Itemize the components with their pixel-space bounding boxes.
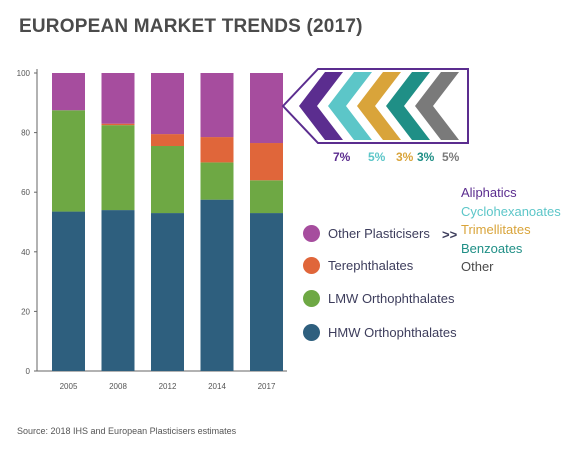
breakdown-chevron [299, 72, 343, 140]
bar-segment [200, 73, 234, 138]
breakdown-percent: 5% [442, 150, 460, 164]
legend-swatch [303, 290, 320, 307]
breakdown-percent: 5% [368, 150, 386, 164]
breakdown-chevron [415, 72, 459, 140]
breakdown-percent: 3% [417, 150, 435, 164]
x-tick-label: 2014 [208, 382, 226, 391]
breakdown-item: Cyclohexanoates [461, 203, 561, 219]
y-tick-label: 20 [21, 307, 30, 316]
bar-segment [151, 213, 184, 371]
bar-segment [200, 199, 234, 371]
breakdown-arrows: >> [442, 227, 458, 242]
legend-item: HMW Orthophthalates [303, 324, 457, 341]
breakdown-arrow-outline [281, 68, 469, 144]
legend-swatch [303, 324, 320, 341]
breakdown-percent: 7% [333, 150, 351, 164]
bar-segment [200, 162, 234, 200]
bar-segment [250, 143, 283, 181]
y-tick-label: 40 [21, 248, 30, 257]
breakdown-item: Benzoates [461, 240, 523, 256]
legend-label: Other Plasticisers [328, 226, 430, 241]
bar-segment [151, 134, 184, 147]
source-note: Source: 2018 IHS and European Plasticise… [17, 426, 237, 436]
x-tick-label: 2012 [159, 382, 177, 391]
breakdown-item: Trimellitates [461, 222, 531, 237]
legend-item: Terephthalates [303, 257, 413, 274]
breakdown-item: Aliphatics [461, 185, 517, 200]
y-tick-label: 60 [21, 188, 30, 197]
other-plasticisers-breakdown: Aliphatics Cyclohexanoates Trimellitates Be… [461, 184, 561, 277]
bar-segment [250, 73, 283, 144]
legend-item: LMW Orthophthalates [303, 290, 454, 307]
bar-segment [101, 125, 135, 211]
bar-segment [101, 210, 135, 371]
bar-segment [52, 110, 85, 212]
y-tick-label: 0 [26, 367, 31, 376]
legend-item: Other Plasticisers [303, 225, 430, 242]
chart-title: EUROPEAN MARKET TRENDS (2017) [19, 16, 363, 37]
breakdown-chevron [357, 72, 401, 140]
bar-segment [250, 213, 283, 371]
bar-segment [250, 180, 283, 214]
bar-segment [101, 123, 135, 126]
x-tick-label: 2008 [109, 382, 127, 391]
breakdown-chevron [386, 72, 430, 140]
bar-segment [101, 73, 135, 124]
x-tick-label: 2017 [258, 382, 276, 391]
bar-segment [151, 73, 184, 135]
legend-label: Terephthalates [328, 258, 414, 273]
bar-segment [52, 211, 85, 371]
bar-segment [200, 137, 234, 163]
y-tick-label: 80 [21, 129, 30, 138]
bar-segment [151, 146, 184, 214]
y-tick-label: 100 [17, 69, 31, 78]
legend-swatch [303, 225, 320, 242]
legend-label: HMW Orthophthalates [328, 325, 457, 340]
x-tick-label: 2005 [60, 382, 78, 391]
breakdown-percent: 3% [396, 150, 414, 164]
legend-swatch [303, 257, 320, 274]
bar-segment [52, 73, 85, 111]
breakdown-chevron [328, 72, 372, 140]
legend-label: LMW Orthophthalates [328, 291, 455, 306]
breakdown-item: Other [461, 259, 494, 274]
